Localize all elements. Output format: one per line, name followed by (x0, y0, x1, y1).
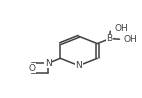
Text: N: N (75, 61, 82, 70)
Text: N: N (45, 59, 51, 68)
Text: OH: OH (114, 24, 128, 33)
Text: OH: OH (124, 35, 137, 44)
Text: B: B (106, 34, 113, 43)
Text: O: O (28, 64, 35, 73)
